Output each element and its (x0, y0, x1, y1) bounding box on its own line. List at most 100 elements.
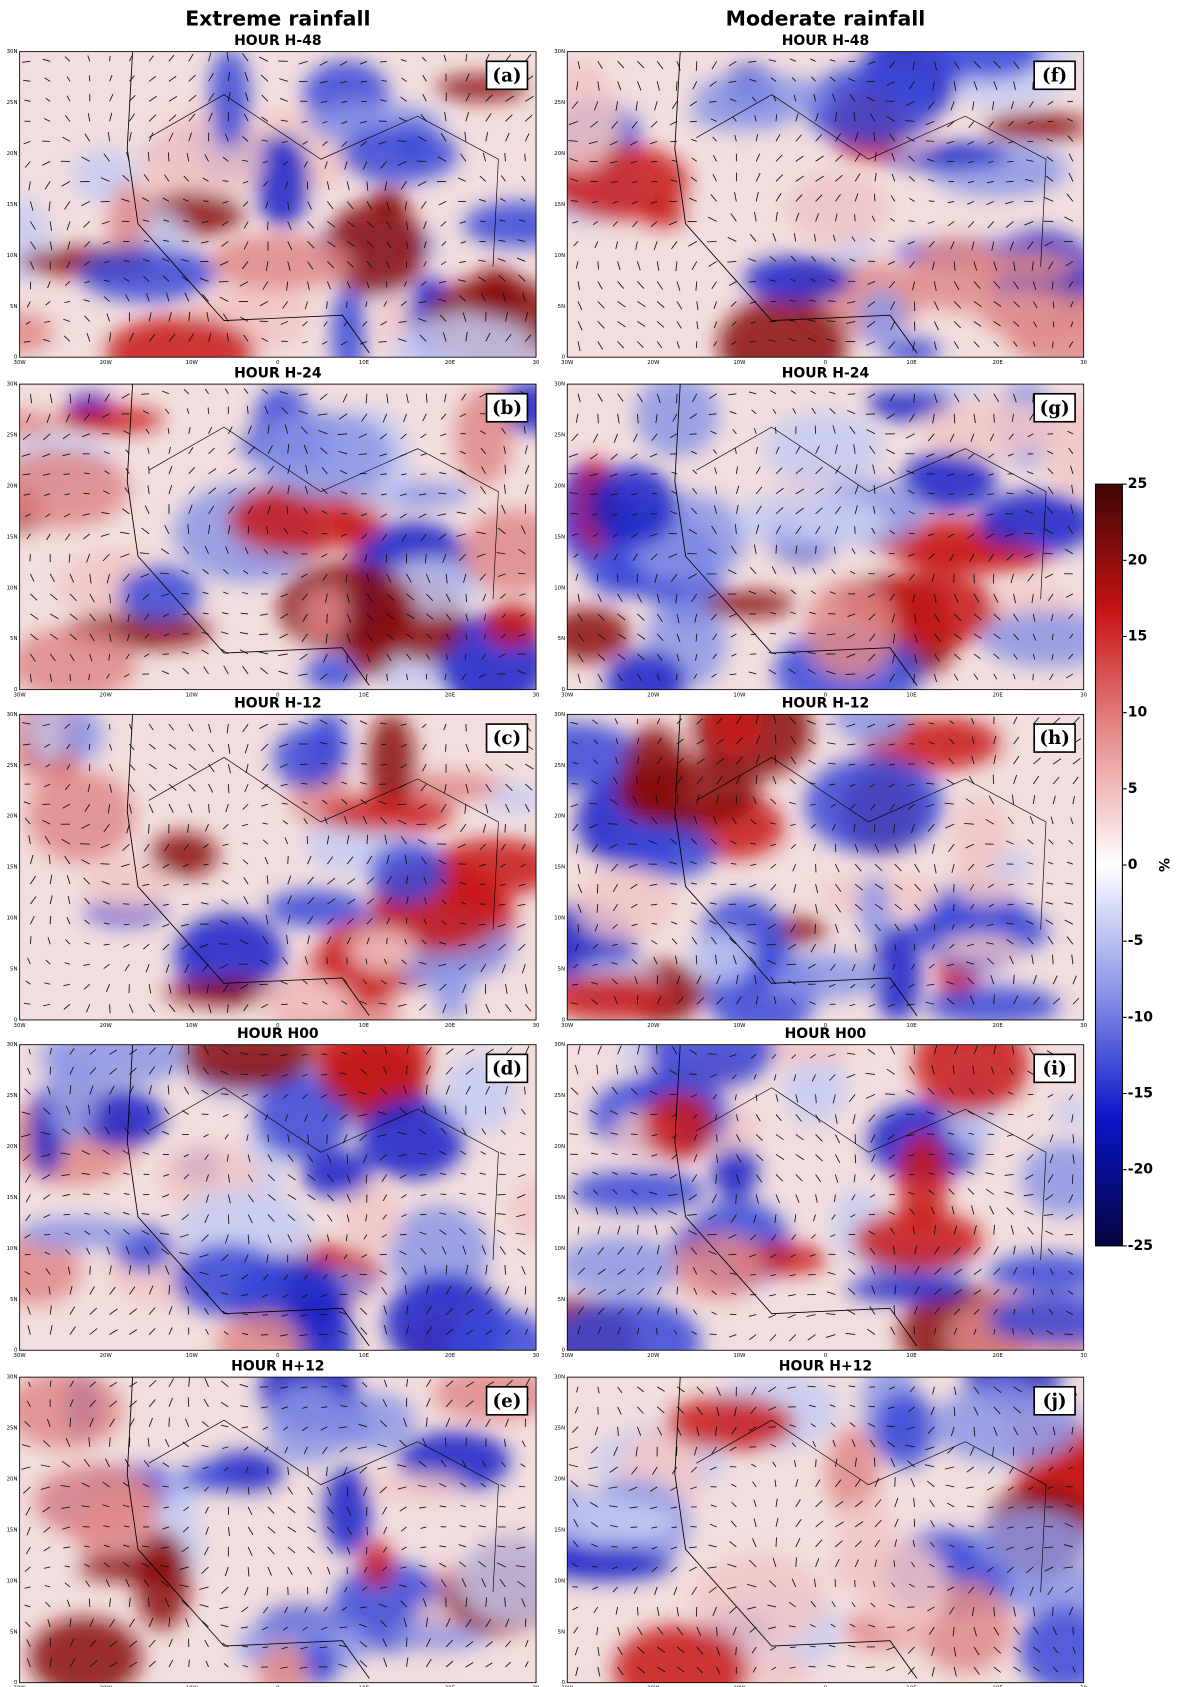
wind-arrow (888, 241, 894, 242)
anomaly-blob (897, 1134, 948, 1227)
lon-tick-label: 20W (647, 360, 660, 366)
wind-arrow (221, 1094, 228, 1095)
lat-tick-label: 30N (554, 382, 565, 388)
colorbar-tick-label: -5 (1128, 933, 1144, 949)
map-panel (505, 678, 1083, 1037)
wind-arrow (397, 804, 406, 805)
lon-tick-label: 30 (533, 360, 540, 366)
anomaly-blob (1054, 1097, 1088, 1128)
map-panel (0, 1009, 558, 1391)
wind-arrow (954, 884, 955, 892)
panel-label: (a) (492, 65, 521, 86)
wind-arrow (651, 161, 657, 162)
lat-tick-label: 0 (14, 1017, 18, 1023)
wind-arrow (505, 1265, 506, 1274)
colorbar-tick-label: -20 (1128, 1162, 1154, 1178)
lat-tick-label: 20N (7, 1476, 18, 1482)
wind-arrow (1033, 1447, 1034, 1455)
anomaly-blob (875, 1391, 937, 1467)
wind-arrow (657, 975, 658, 984)
anomaly-blob (267, 1386, 349, 1465)
anomaly-blob (642, 1092, 715, 1159)
wind-arrow (505, 824, 506, 832)
panel-label: (c) (493, 728, 521, 749)
lon-tick-label: 10E (359, 1353, 370, 1359)
anomaly-blob (255, 133, 310, 227)
anomaly-blob (913, 1014, 1028, 1113)
lon-tick-label: 10E (906, 1023, 917, 1029)
lon-tick-label: 10W (186, 1023, 199, 1029)
anomaly-blob (553, 1299, 702, 1386)
panel-hour: HOUR H+12 (231, 1358, 324, 1374)
anomaly-blob (462, 509, 564, 593)
lon-tick-label: 30 (533, 693, 540, 699)
lat-tick-label: 5N (558, 304, 565, 310)
lon-tick-label: 10W (733, 360, 746, 366)
anomaly-blob (988, 1254, 1105, 1292)
panel-hour: HOUR H-48 (782, 33, 869, 49)
lat-tick-label: 25N (7, 1426, 18, 1432)
lat-tick-label: 5N (558, 1297, 565, 1303)
column-title: Moderate rainfall (726, 6, 926, 30)
lon-tick-label: 10W (186, 360, 199, 366)
wind-arrow (717, 1627, 718, 1636)
wind-arrow (828, 301, 836, 302)
wind-arrow (914, 1045, 915, 1055)
lat-tick-label: 25N (7, 100, 18, 106)
wind-arrow (689, 434, 696, 435)
lat-tick-label: 20N (554, 814, 565, 820)
lon-tick-label: 10W (733, 1353, 746, 1359)
lon-tick-label: 20E (993, 360, 1004, 366)
wind-arrow (288, 856, 289, 864)
colorbar-tick-label: 0 (1128, 857, 1138, 873)
lat-tick-label: 0 (562, 355, 566, 361)
anomaly-blob (34, 1464, 160, 1538)
wind-arrow (1033, 394, 1034, 403)
anomaly-blob (57, 406, 163, 433)
anomaly-blob (392, 1625, 488, 1651)
lat-tick-label: 15N (7, 1527, 18, 1533)
anomaly-blob (622, 726, 687, 825)
anomaly-blob (538, 1547, 674, 1581)
lat-tick-label: 0 (14, 1348, 18, 1354)
wind-arrow (929, 201, 935, 202)
wind-arrow (168, 152, 169, 161)
lat-tick-label: 15N (7, 202, 18, 208)
anomaly-blob (324, 1466, 372, 1555)
wind-arrow (927, 1134, 934, 1135)
wind-arrow (228, 784, 229, 793)
wind-arrow (189, 1660, 190, 1667)
wind-arrow (327, 614, 328, 623)
panel-hour: HOUR H00 (237, 1026, 319, 1042)
anomaly-blob (5, 1372, 123, 1449)
colorbar-tick-label: -10 (1128, 1009, 1154, 1025)
panel-label: (h) (1039, 728, 1070, 749)
lon-tick-label: 20W (100, 360, 113, 366)
lon-tick-label: 10W (733, 1023, 746, 1029)
anomaly-blob (255, 976, 355, 1026)
wind-arrow (1053, 1607, 1054, 1616)
lat-tick-label: 25N (7, 1093, 18, 1099)
wind-arrow (866, 1667, 875, 1668)
lon-tick-label: 30W (561, 360, 574, 366)
anomaly-blob (586, 465, 677, 548)
wind-arrow (110, 56, 111, 61)
wind-arrow (696, 61, 697, 71)
lat-tick-label: 5N (10, 304, 17, 310)
lat-tick-label: 30N (7, 1042, 18, 1048)
anomaly-blob (360, 1540, 393, 1588)
panel-hour: HOUR H-12 (782, 696, 869, 712)
anomaly-blob (805, 580, 896, 679)
lat-tick-label: 0 (562, 687, 566, 693)
lat-tick-label: 25N (7, 433, 18, 439)
wind-arrow (889, 553, 895, 554)
lon-tick-label: 10E (906, 1353, 917, 1359)
figure: Extreme rainfallHOUR H-48(a)30W20W10W010… (0, 0, 1184, 1687)
lat-tick-label: 30N (7, 382, 18, 388)
lat-tick-label: 10N (7, 1246, 18, 1252)
wind-arrow (519, 1486, 525, 1487)
wind-arrow (749, 281, 757, 282)
wind-arrow (845, 674, 855, 675)
lon-tick-label: 10E (359, 693, 370, 699)
anomaly-blob (106, 316, 256, 389)
